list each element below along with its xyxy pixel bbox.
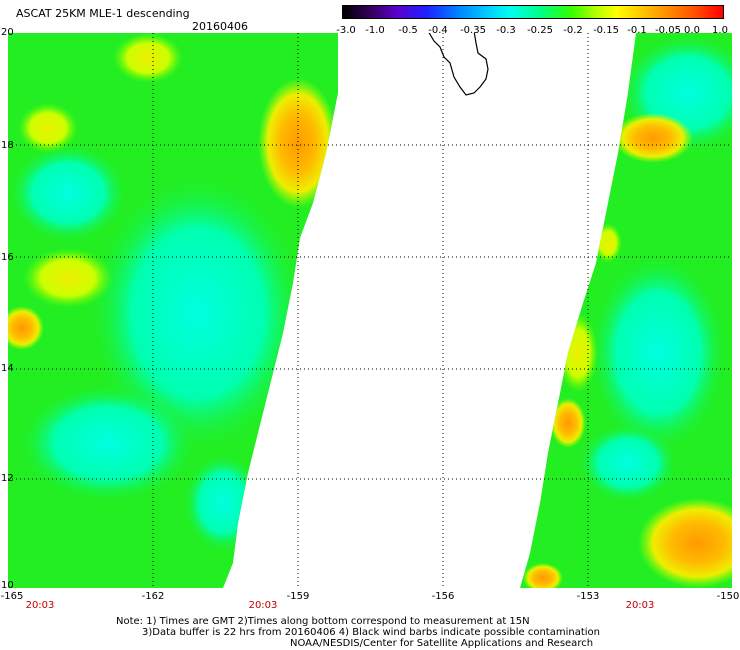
note-line-2: 3)Data buffer is 22 hrs from 20160406 4)… <box>142 627 600 638</box>
colorbar-label: -0.3 <box>496 25 516 36</box>
colorbar <box>342 5 724 19</box>
lon-label: -153 <box>576 591 600 602</box>
colorbar-label: -0.2 <box>563 25 583 36</box>
lon-label: -150 <box>716 591 740 602</box>
colorbar-label: -0.25 <box>527 25 553 36</box>
lon-label: -162 <box>141 591 165 602</box>
colorbar-label: -0.1 <box>627 25 647 36</box>
product-date: 20160406 <box>192 20 248 33</box>
lat-label: 12 <box>1 473 14 484</box>
note-line-1: Note: 1) Times are GMT 2)Times along bot… <box>116 616 530 627</box>
lat-label: 14 <box>1 363 14 374</box>
note-line-3: NOAA/NESDIS/Center for Satellite Applica… <box>290 638 594 649</box>
swath-time: 20:03 <box>25 600 55 611</box>
map-grid <box>8 33 732 588</box>
colorbar-label: -0.5 <box>398 25 418 36</box>
colorbar-label: -0.35 <box>460 25 486 36</box>
island-outline <box>428 33 489 96</box>
colorbar-label: -0.4 <box>428 25 448 36</box>
lat-label: 16 <box>1 252 14 263</box>
colorbar-label: -0.05 <box>655 25 681 36</box>
lon-label: -159 <box>286 591 310 602</box>
left-swath <box>8 33 338 588</box>
colorbar-label: 0.0 <box>684 25 700 36</box>
map-area <box>8 33 732 588</box>
right-swath <box>520 33 732 588</box>
lat-label: 10 <box>1 580 14 591</box>
swath-layer <box>8 33 732 588</box>
colorbar-label: -0.15 <box>593 25 619 36</box>
swath-time: 20:03 <box>625 600 655 611</box>
lat-label: 20 <box>1 27 14 38</box>
colorbar-label: -1.0 <box>365 25 385 36</box>
colorbar-label: 1.0 <box>712 25 728 36</box>
colorbar-label: -3.0 <box>336 25 356 36</box>
product-title: ASCAT 25KM MLE-1 descending <box>16 7 190 20</box>
lon-label: -165 <box>0 591 24 602</box>
swath-time: 20:03 <box>248 600 278 611</box>
lon-label: -156 <box>431 591 455 602</box>
colorbar-labels: -3.0 -1.0 -0.5 -0.4 -0.35 -0.3 -0.25 -0.… <box>330 25 740 37</box>
lat-label: 18 <box>1 140 14 151</box>
